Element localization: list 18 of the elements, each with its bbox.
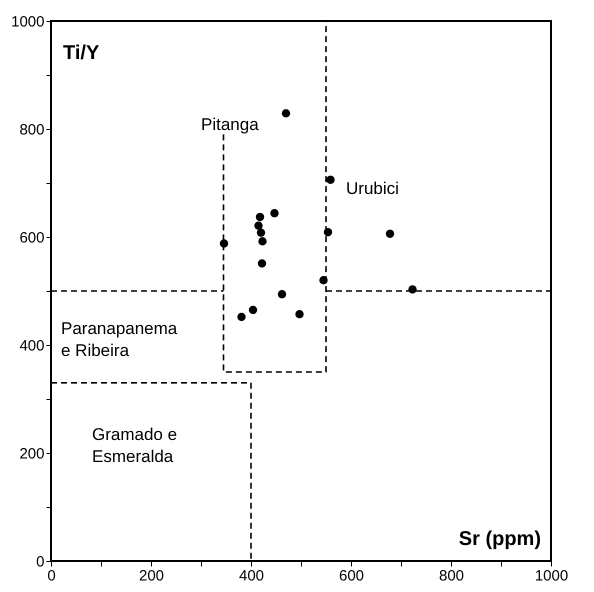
- y-tick-label: 400: [19, 338, 44, 354]
- x-tick-label: 0: [47, 568, 56, 584]
- y-tick-label: 1000: [11, 14, 44, 30]
- x-tick-label: 800: [438, 568, 464, 584]
- y-tick-label: 800: [19, 122, 44, 138]
- x-tick-label: 600: [338, 568, 364, 584]
- y-tick-label: 600: [19, 230, 44, 246]
- x-tick-label: 1000: [534, 568, 568, 584]
- x-tick-label: 400: [238, 568, 264, 584]
- annotation: Urubici: [346, 179, 399, 198]
- y-axis-title: Ti/Y: [63, 42, 100, 64]
- y-tick-label: 0: [36, 554, 44, 570]
- x-tick-label: 200: [138, 568, 164, 584]
- annotation: Pitanga: [201, 115, 260, 134]
- y-tick-label: 200: [19, 446, 44, 462]
- x-axis-title: Sr (ppm): [458, 528, 541, 550]
- annotation: Paranapanema e Ribeira: [61, 319, 178, 360]
- annotation: Gramado e Esmeralda: [92, 425, 178, 466]
